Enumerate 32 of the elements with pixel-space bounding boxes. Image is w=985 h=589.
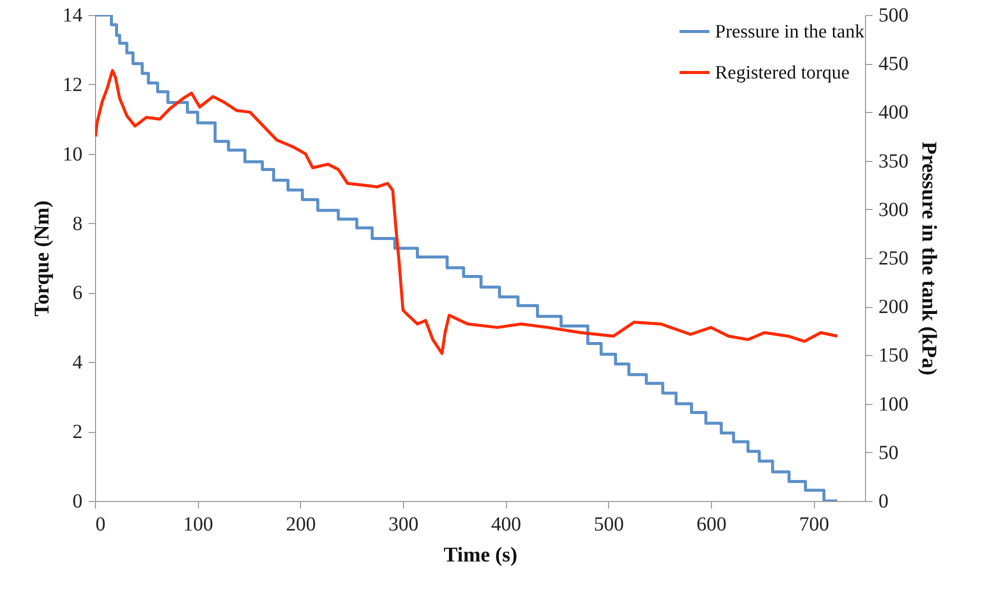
legend-label: Pressure in the tank — [715, 22, 865, 42]
y-tick-label: 14 — [62, 4, 82, 26]
y2-tick-label: 300 — [878, 198, 908, 221]
x-tick-label: 100 — [183, 514, 214, 536]
x-tick-label: 400 — [491, 514, 522, 536]
y-tick-label: 2 — [72, 421, 82, 444]
y-axis-title: Torque (Nm) — [30, 200, 54, 317]
y2-tick-label: 450 — [878, 53, 908, 76]
y2-axis-title: Pressure in the tank (kPa) — [918, 142, 942, 376]
y2-tick-label: 100 — [878, 393, 908, 416]
y-tick-label: 6 — [72, 282, 82, 304]
y2-tick-label: 500 — [878, 4, 908, 26]
y2-tick-label: 350 — [878, 150, 908, 172]
y2-tick-label: 250 — [878, 248, 908, 270]
y-tick-label: 10 — [62, 143, 82, 166]
y2-tick-label: 50 — [878, 442, 898, 464]
y2-tick-label: 150 — [878, 344, 908, 367]
x-tick-label: 0 — [96, 514, 106, 536]
y2-tick-label: 400 — [878, 102, 908, 124]
x-tick-label: 500 — [594, 514, 624, 536]
legend-label: Registered torque — [715, 62, 850, 84]
y2-tick-label: 0 — [878, 490, 888, 512]
y-tick-label: 4 — [72, 352, 82, 374]
x-tick-label: 600 — [696, 514, 726, 536]
x-tick-label: 300 — [388, 514, 418, 536]
x-tick-label: 200 — [286, 514, 316, 536]
y-tick-label: 8 — [72, 212, 82, 235]
y-tick-label: 12 — [62, 74, 82, 96]
x-axis-title: Time (s) — [444, 542, 518, 566]
y-tick-label: 0 — [72, 490, 82, 512]
y2-tick-label: 200 — [878, 296, 908, 318]
x-tick-label: 700 — [799, 514, 830, 536]
